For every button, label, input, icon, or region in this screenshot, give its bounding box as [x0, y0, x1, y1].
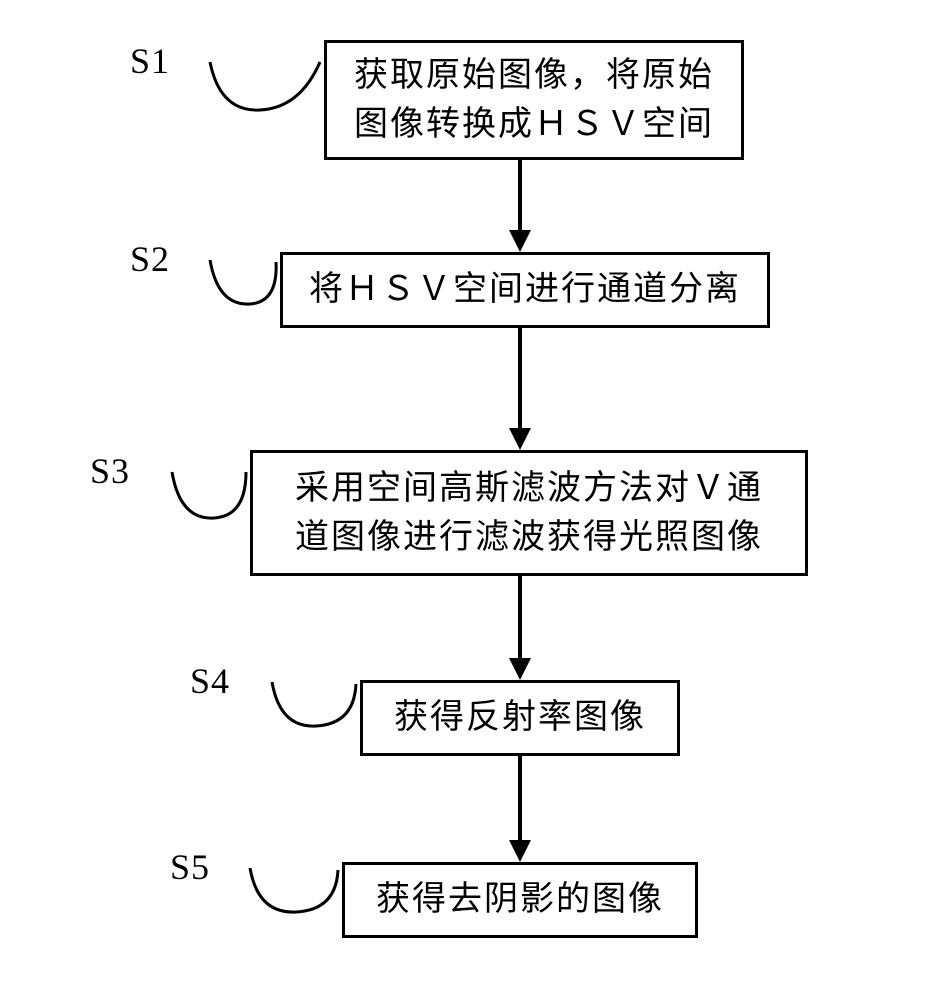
node-s1: 获取原始图像，将原始图像转换成ＨＳＶ空间 — [324, 40, 744, 160]
node-s2: 将ＨＳＶ空间进行通道分离 — [280, 252, 770, 328]
node-text-s2: 将ＨＳＶ空间进行通道分离 — [309, 265, 741, 314]
step-label-s1: S1 — [130, 40, 170, 82]
node-text-s5: 获得去阴影的图像 — [376, 875, 664, 924]
node-text-s1: 获取原始图像，将原始图像转换成ＨＳＶ空间 — [354, 51, 714, 150]
step-label-s2: S2 — [130, 238, 170, 280]
step-label-s5: S5 — [170, 846, 210, 888]
arrow-s1-s2 — [518, 160, 522, 252]
step-label-s3: S3 — [90, 450, 130, 492]
step-label-s4: S4 — [190, 660, 230, 702]
node-s4: 获得反射率图像 — [360, 680, 680, 756]
arrow-s3-s4 — [518, 576, 522, 680]
node-s3: 采用空间高斯滤波方法对Ｖ通道图像进行滤波获得光照图像 — [250, 450, 808, 576]
arrow-s2-s3 — [518, 328, 522, 450]
node-text-s4: 获得反射率图像 — [394, 693, 646, 742]
node-s5: 获得去阴影的图像 — [342, 862, 698, 938]
flowchart-canvas: S1 获取原始图像，将原始图像转换成ＨＳＶ空间 S2 将ＨＳＶ空间进行通道分离 … — [0, 0, 950, 1000]
node-text-s3: 采用空间高斯滤波方法对Ｖ通道图像进行滤波获得光照图像 — [295, 464, 763, 563]
arrow-s4-s5 — [518, 756, 522, 862]
